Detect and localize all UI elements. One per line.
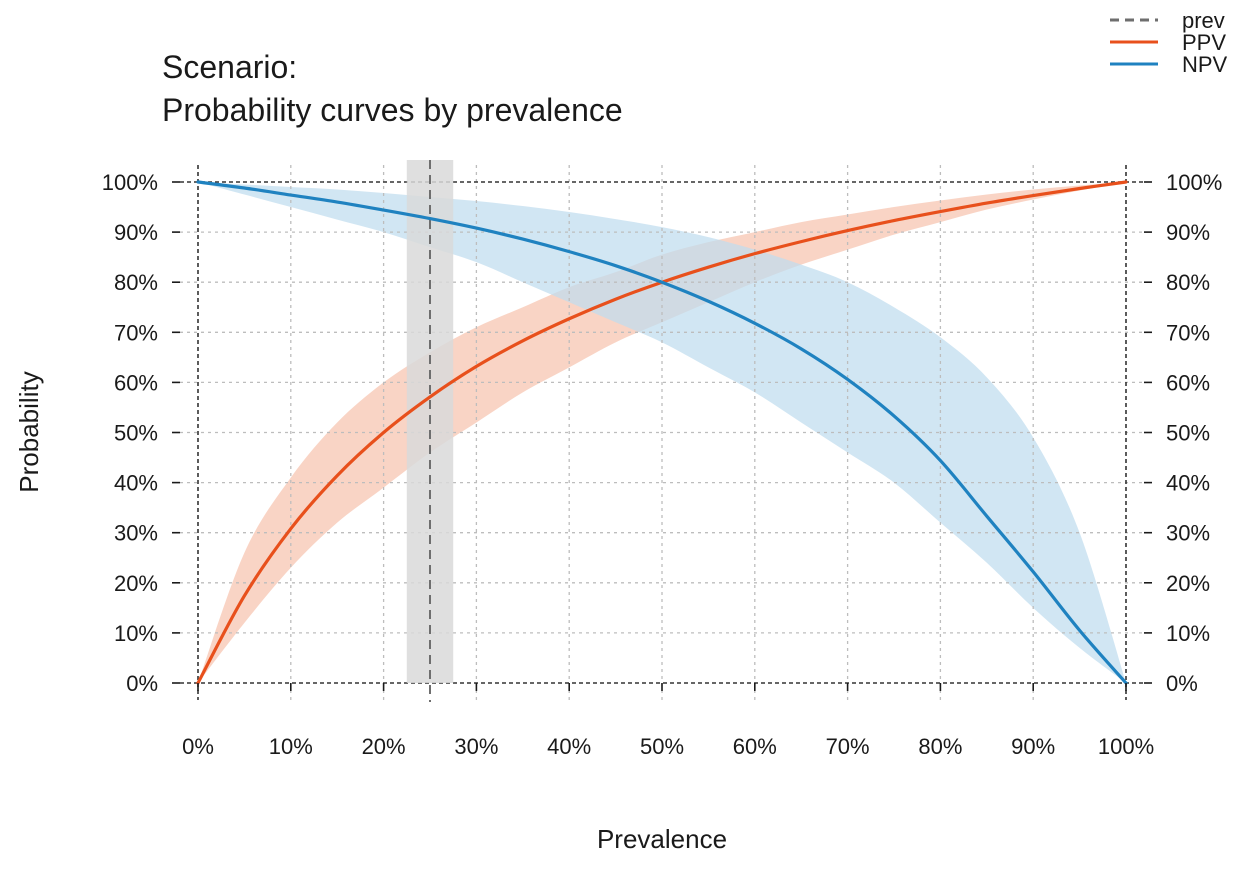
x-tick-label: 70% <box>826 734 870 759</box>
plot-frame <box>180 165 1144 700</box>
x-tick-label: 30% <box>454 734 498 759</box>
y-tick-label-right: 90% <box>1166 220 1210 245</box>
x-tick-label: 60% <box>733 734 777 759</box>
y-tick-label-left: 70% <box>114 320 158 345</box>
y-tick-label-right: 30% <box>1166 521 1210 546</box>
axis-ticks: 0% 10% 20% 30% 40% 50% 60% 70% 80% 90% 100% 0% 0% 10%… <box>102 170 1223 759</box>
chart-title-line1: Scenario: <box>162 49 297 85</box>
x-tick-label: 90% <box>1011 734 1055 759</box>
y-tick-label-right: 40% <box>1166 471 1210 496</box>
y-tick-label-left: 40% <box>114 471 158 496</box>
y-tick-label-right: 60% <box>1166 370 1210 395</box>
x-tick-label: 80% <box>918 734 962 759</box>
y-tick-label-left: 0% <box>126 671 158 696</box>
y-tick-label-right: 70% <box>1166 320 1210 345</box>
prevalence-marker <box>406 160 454 702</box>
x-tick-label: 20% <box>362 734 406 759</box>
x-tick-label: 0% <box>182 734 214 759</box>
line-npv <box>196 180 1128 685</box>
y-tick-label-left: 30% <box>114 521 158 546</box>
y-tick-label-right: 100% <box>1166 170 1222 195</box>
series-lines <box>196 180 1128 685</box>
y-axis-label: Probability <box>14 371 44 492</box>
chart-title-line2: Probability curves by prevalence <box>162 92 623 128</box>
x-tick-label: 40% <box>547 734 591 759</box>
y-tick-label-right: 20% <box>1166 571 1210 596</box>
y-tick-label-right: 80% <box>1166 270 1210 295</box>
line-ppv <box>196 180 1128 685</box>
y-tick-label-right: 0% <box>1166 671 1198 696</box>
y-tick-label-left: 10% <box>114 621 158 646</box>
x-tick-label: 10% <box>269 734 313 759</box>
y-tick-label-left: 80% <box>114 270 158 295</box>
y-tick-label-left: 50% <box>114 421 158 446</box>
y-tick-label-left: 60% <box>114 370 158 395</box>
x-tick-label: 50% <box>640 734 684 759</box>
y-tick-label-right: 50% <box>1166 421 1210 446</box>
y-tick-label-left: 90% <box>114 220 158 245</box>
y-tick-label-left: 100% <box>102 170 158 195</box>
legend-label-npv: NPV <box>1182 52 1228 77</box>
y-tick-label-right: 10% <box>1166 621 1210 646</box>
legend-label-prev: prev <box>1182 8 1225 33</box>
band-npv <box>198 182 1126 683</box>
legend-label-ppv: PPV <box>1182 30 1226 55</box>
x-tick-label: 100% <box>1098 734 1154 759</box>
y-tick-label-left: 20% <box>114 571 158 596</box>
x-axis-label: Prevalence <box>597 824 727 854</box>
